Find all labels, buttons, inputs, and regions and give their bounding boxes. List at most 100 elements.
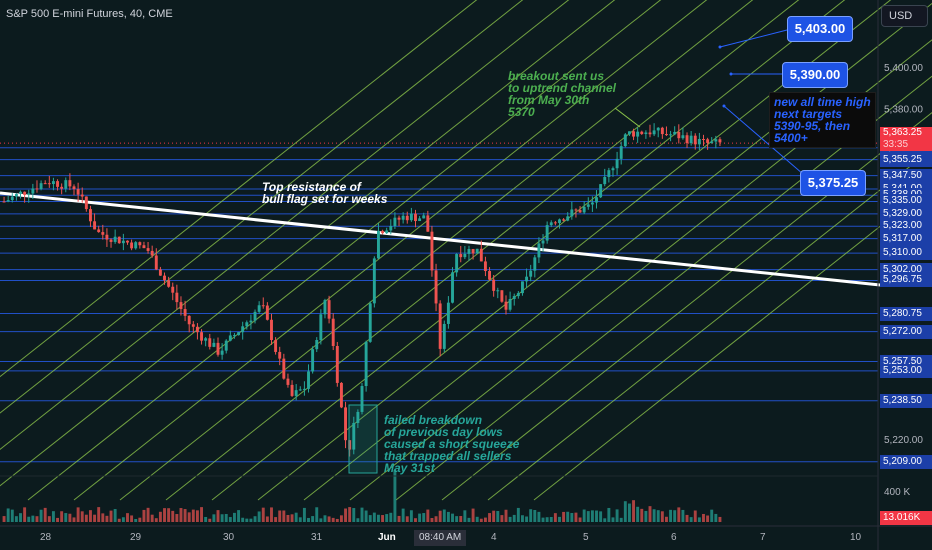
candle-body: [500, 290, 504, 302]
candle-body: [97, 229, 101, 233]
bar-countdown: 33:35: [883, 139, 909, 150]
volume-bar: [714, 513, 718, 522]
connector-5375: [723, 105, 804, 175]
volume-bar: [158, 511, 162, 522]
candle-body: [459, 254, 463, 258]
candle-body: [179, 302, 183, 310]
candle-body: [72, 186, 76, 190]
volume-bar: [702, 513, 705, 522]
candle-body: [697, 139, 701, 145]
volume-bar: [693, 510, 697, 522]
level-price-label: 5,347.50: [880, 168, 932, 183]
candle-body: [327, 300, 331, 319]
candle-body: [471, 249, 475, 254]
level-price-label: 5,238.50: [880, 393, 932, 408]
candle-body: [401, 215, 405, 220]
time-tick-label: 4: [491, 532, 497, 543]
volume-bar: [483, 517, 487, 522]
candle-body: [430, 231, 434, 271]
candle-body: [611, 168, 615, 171]
volume-bar: [446, 511, 450, 522]
price-tick-label: 5,400.00: [884, 63, 923, 74]
candle-body: [516, 293, 520, 297]
volume-bar: [640, 508, 644, 522]
channel-line: [349, 39, 932, 501]
volume-bar: [10, 509, 14, 522]
volume-bar: [302, 507, 306, 522]
volume-bar: [636, 506, 640, 522]
candle-body: [405, 215, 409, 221]
candle-body: [187, 315, 191, 325]
target-callout-5403: 5,403.00: [787, 16, 853, 42]
candle-body: [64, 180, 68, 189]
candle-body: [43, 183, 47, 185]
volume-bar: [113, 509, 117, 522]
candle-body: [331, 318, 335, 346]
volume-bar: [60, 511, 64, 522]
candle-body: [80, 194, 84, 197]
time-tick-label: 10: [850, 532, 862, 543]
candle-body: [599, 184, 603, 198]
volume-bars: [2, 470, 722, 522]
volume-bar: [492, 510, 496, 522]
candle-body: [537, 243, 541, 258]
price-tick-label: 5,220.00: [884, 435, 923, 446]
volume-bar: [603, 518, 607, 522]
candle-body: [35, 188, 39, 190]
volume-bar: [191, 509, 195, 522]
volume-bar: [282, 510, 286, 522]
candle-body: [475, 248, 479, 254]
candle-body: [702, 139, 705, 141]
candle-body: [344, 407, 347, 441]
volume-bar: [689, 517, 693, 522]
candle-body: [372, 258, 376, 304]
volume-bar: [348, 507, 352, 522]
volume-bar: [619, 517, 623, 522]
level-price-label: 5,302.00: [880, 262, 932, 277]
volume-bar: [434, 516, 438, 522]
volume-bar: [6, 508, 10, 522]
candle-body: [154, 255, 158, 270]
volume-bar: [130, 515, 134, 522]
volume-bar: [35, 516, 39, 522]
candle-body: [483, 261, 487, 272]
volume-bar: [529, 509, 533, 522]
candle-body: [339, 382, 343, 408]
breakout-arrow: [614, 107, 641, 128]
candle-body: [101, 232, 105, 235]
currency-button[interactable]: USD: [881, 5, 928, 27]
candle-body: [241, 326, 245, 333]
breakdown-annotation: failed breakdown of previous day lows ca…: [384, 413, 520, 475]
channel-line: [487, 148, 932, 501]
candle-body: [558, 219, 561, 223]
volume-bar: [39, 509, 43, 522]
connector-dot-5403: [718, 45, 722, 49]
candle-body: [673, 131, 677, 135]
candle-body: [615, 158, 619, 169]
volume-bar: [319, 518, 323, 522]
candle-body: [455, 254, 459, 273]
target-callout-5375: 5,375.25: [800, 170, 866, 196]
candle-body: [607, 170, 611, 178]
volume-bar: [553, 513, 557, 522]
breakdown-highlight: [348, 404, 378, 474]
volume-bar: [430, 517, 434, 522]
volume-bar: [562, 511, 566, 522]
volume-bar: [286, 514, 290, 522]
candle-body: [224, 340, 228, 351]
time-tick-label: 6: [671, 532, 677, 543]
volume-bar: [479, 518, 483, 522]
candle-body: [142, 245, 146, 249]
candle-body: [619, 146, 623, 159]
resistance-annotation: Top resistance of bull flag set for week…: [262, 180, 388, 206]
channel-line: [533, 184, 932, 501]
targets-annotation: new all time high next targets 5390-95, …: [769, 92, 876, 148]
volume-bar: [500, 515, 504, 522]
volume-bar: [51, 511, 55, 522]
trendline-layer: [0, 191, 881, 287]
candle-body: [6, 200, 10, 202]
candle-body: [126, 240, 129, 243]
candle-body: [385, 230, 389, 234]
candle-body: [228, 335, 232, 341]
